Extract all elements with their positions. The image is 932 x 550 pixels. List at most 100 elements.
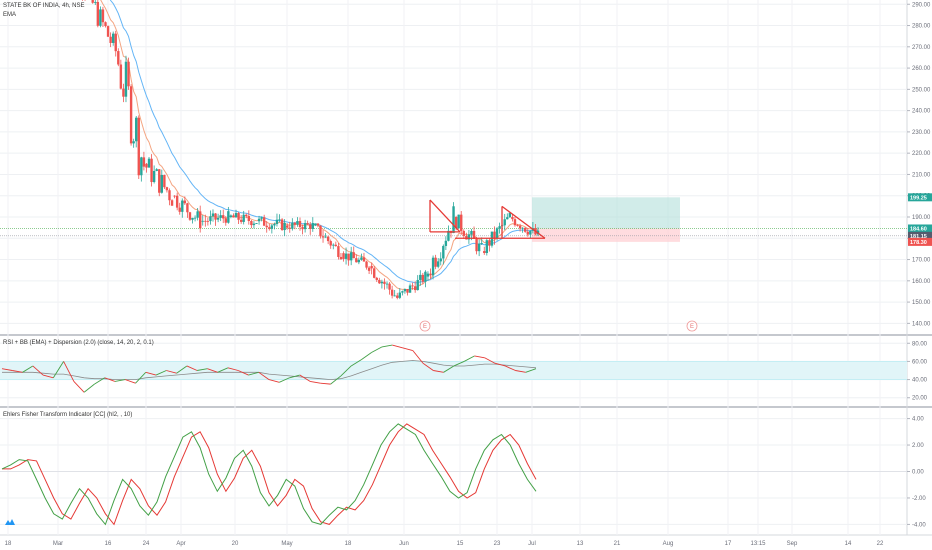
rsi-segment xyxy=(42,374,54,379)
candle-body xyxy=(198,211,202,229)
time-tick-label: Aug xyxy=(663,541,674,547)
candle-body xyxy=(273,224,276,226)
rsi-segment xyxy=(422,362,434,371)
time-axis-labels[interactable]: 18 Mar 16 24 Apr 20 May 18 Jun 15 23 Jul 13 21 Aug 17 13… xyxy=(5,541,884,547)
rsi-segment xyxy=(125,379,136,384)
rsi-segment xyxy=(402,347,413,351)
rsi-segment xyxy=(505,365,516,371)
candle-body xyxy=(216,217,220,220)
candle-body xyxy=(129,86,133,144)
candle-body xyxy=(111,33,115,43)
price-badge xyxy=(908,231,932,240)
main-pane-bg xyxy=(0,0,907,334)
candle-body xyxy=(485,240,489,254)
candle-body xyxy=(222,215,225,219)
candle-body xyxy=(390,289,394,296)
candle-body xyxy=(398,292,402,298)
price-tick-label: 270.00 xyxy=(912,45,931,51)
rsi-segment xyxy=(155,370,167,376)
candle-body xyxy=(383,281,386,284)
rsi-segment xyxy=(63,361,75,382)
candle-body xyxy=(275,219,279,225)
candle-body xyxy=(475,238,478,252)
price-tick-label: 230.00 xyxy=(912,130,931,136)
candle-body xyxy=(444,240,448,246)
rsi-segment xyxy=(474,355,485,359)
candle-body xyxy=(401,291,404,293)
fisher-legend[interactable]: Ehlers Fisher Transform Indicator [CC] (… xyxy=(3,412,133,418)
rsi-legend[interactable]: RSI + BB (EMA) + Dispersion (2.0) (close… xyxy=(3,340,154,346)
earnings-marker-circle[interactable] xyxy=(686,320,698,332)
candle-body xyxy=(454,216,458,229)
symbol-title[interactable]: STATE BK OF INDIA, 4h, NSE xyxy=(3,3,85,9)
candle-body xyxy=(314,223,317,226)
candle-body xyxy=(204,220,207,222)
rsi-segment xyxy=(268,379,280,383)
candle-body xyxy=(163,175,166,188)
candle-body xyxy=(173,195,176,197)
candle-body xyxy=(117,51,120,65)
price-tick-label: 240.00 xyxy=(912,109,931,115)
tradingview-logo-icon[interactable] xyxy=(4,517,16,527)
rsi-segment xyxy=(52,361,64,379)
candle-body xyxy=(99,9,102,26)
time-tick-label: 15 xyxy=(457,541,464,547)
candle-body xyxy=(529,230,532,235)
candle-body xyxy=(296,221,299,225)
rsi-segment xyxy=(463,355,475,362)
candle-body xyxy=(150,158,153,183)
rsi-segment xyxy=(186,365,198,371)
candle-body xyxy=(211,213,215,217)
candle-body xyxy=(262,217,266,226)
price-axis-labels[interactable]: 290.00 280.00 270.00 260.00 250.00 240.00 230.… xyxy=(907,2,931,528)
candlestick-series[interactable] xyxy=(61,0,540,300)
rsi-segment xyxy=(299,374,311,382)
fisher-line xyxy=(1,423,537,526)
candle-body xyxy=(227,211,230,223)
time-tick-label: Sep xyxy=(787,541,798,547)
rsi-segment xyxy=(135,372,147,384)
rsi-segment xyxy=(484,357,496,364)
candle-body xyxy=(168,190,171,201)
rsi-segment xyxy=(197,368,208,371)
candle-body xyxy=(332,244,335,246)
candle-body xyxy=(160,175,164,193)
candle-body xyxy=(191,217,194,220)
candle-body xyxy=(344,253,348,259)
candle-body xyxy=(298,221,302,228)
candle-body xyxy=(165,187,169,191)
price-tick-label: 290.00 xyxy=(912,2,931,8)
rsi-segment xyxy=(330,375,342,385)
candle-body xyxy=(508,212,512,218)
candle-body xyxy=(447,230,450,241)
candle-body xyxy=(357,259,361,263)
candle-body xyxy=(442,245,445,259)
time-tick-label: May xyxy=(281,541,292,547)
rsi-segment xyxy=(104,377,116,382)
candle-body xyxy=(234,213,238,218)
candle-body xyxy=(201,220,204,222)
candle-body xyxy=(178,207,181,212)
candle-body xyxy=(101,9,105,23)
candle-body xyxy=(96,1,100,26)
earnings-marker-circle[interactable] xyxy=(419,320,431,332)
candle-body xyxy=(127,61,130,87)
gridlines xyxy=(0,0,907,535)
candle-body xyxy=(424,271,427,282)
candle-body xyxy=(183,200,187,204)
ema-legend[interactable]: EMA xyxy=(3,12,17,18)
candle-body xyxy=(388,283,391,290)
candle-body xyxy=(91,0,94,3)
time-tick-label: 17 xyxy=(725,541,732,547)
candle-body xyxy=(252,223,256,226)
stop-zone xyxy=(532,228,680,242)
rsi-segment xyxy=(94,377,105,385)
triangle-pattern-drawings[interactable] xyxy=(429,199,546,239)
candle-body xyxy=(347,253,350,261)
rsi-segment xyxy=(494,362,506,367)
candle-body xyxy=(467,234,471,240)
long-position-tool[interactable] xyxy=(0,197,907,242)
fisher-indicator xyxy=(0,423,907,526)
